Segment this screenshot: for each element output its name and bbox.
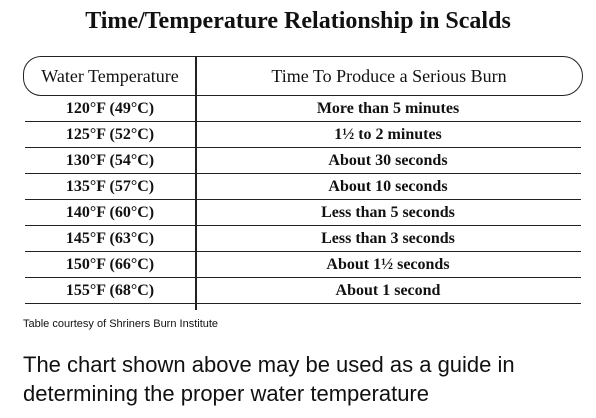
burn-time-cell: More than 5 minutes bbox=[316, 99, 460, 117]
temperature-cell: 120°F (49°C) bbox=[65, 99, 155, 117]
temperature-cell: 150°F (66°C) bbox=[65, 255, 155, 273]
body-line: determining the proper water temperature bbox=[23, 381, 429, 406]
temperature-cell: 155°F (68°C) bbox=[65, 281, 155, 299]
table-row: 135°F (57°C) About 10 seconds bbox=[25, 174, 581, 200]
table-body: 120°F (49°C) More than 5 minutes 125°F (… bbox=[25, 96, 581, 304]
burn-time-cell: About 1 second bbox=[335, 281, 441, 299]
temperature-cell: 135°F (57°C) bbox=[65, 177, 155, 195]
table-row: 145°F (63°C) Less than 3 seconds bbox=[25, 226, 581, 252]
burn-time-cell: 1½ to 2 minutes bbox=[334, 125, 442, 143]
body-line: The chart shown above may be used as a g… bbox=[23, 352, 515, 377]
burn-time-cell: Less than 5 seconds bbox=[321, 203, 455, 221]
table-row: 120°F (49°C) More than 5 minutes bbox=[25, 96, 581, 122]
table-header: Water Temperature Time To Produce a Seri… bbox=[23, 56, 583, 96]
body-paragraph: The chart shown above may be used as a g… bbox=[23, 350, 583, 408]
burn-time-cell: About 10 seconds bbox=[328, 177, 448, 195]
table-row: 155°F (68°C) About 1 second bbox=[25, 278, 581, 304]
header-water-temperature: Water Temperature bbox=[41, 65, 179, 86]
header-time-to-burn: Time To Produce a Serious Burn bbox=[271, 65, 507, 86]
temperature-cell: 140°F (60°C) bbox=[65, 203, 155, 221]
column-divider bbox=[195, 56, 197, 310]
scald-table: Water Temperature Time To Produce a Seri… bbox=[23, 56, 583, 304]
table-row: 125°F (52°C) 1½ to 2 minutes bbox=[25, 122, 581, 148]
table-credit: Table courtesy of Shriners Burn Institut… bbox=[23, 318, 219, 330]
page-title: Time/Temperature Relationship in Scalds bbox=[85, 8, 511, 34]
table-row: 150°F (66°C) About 1½ seconds bbox=[25, 252, 581, 278]
temperature-cell: 125°F (52°C) bbox=[65, 125, 155, 143]
burn-time-cell: Less than 3 seconds bbox=[321, 229, 455, 247]
temperature-cell: 130°F (54°C) bbox=[65, 151, 155, 169]
table-row: 130°F (54°C) About 30 seconds bbox=[25, 148, 581, 174]
temperature-cell: 145°F (63°C) bbox=[65, 229, 155, 247]
burn-time-cell: About 1½ seconds bbox=[326, 255, 450, 273]
burn-time-cell: About 30 seconds bbox=[328, 151, 448, 169]
table-row: 140°F (60°C) Less than 5 seconds bbox=[25, 200, 581, 226]
